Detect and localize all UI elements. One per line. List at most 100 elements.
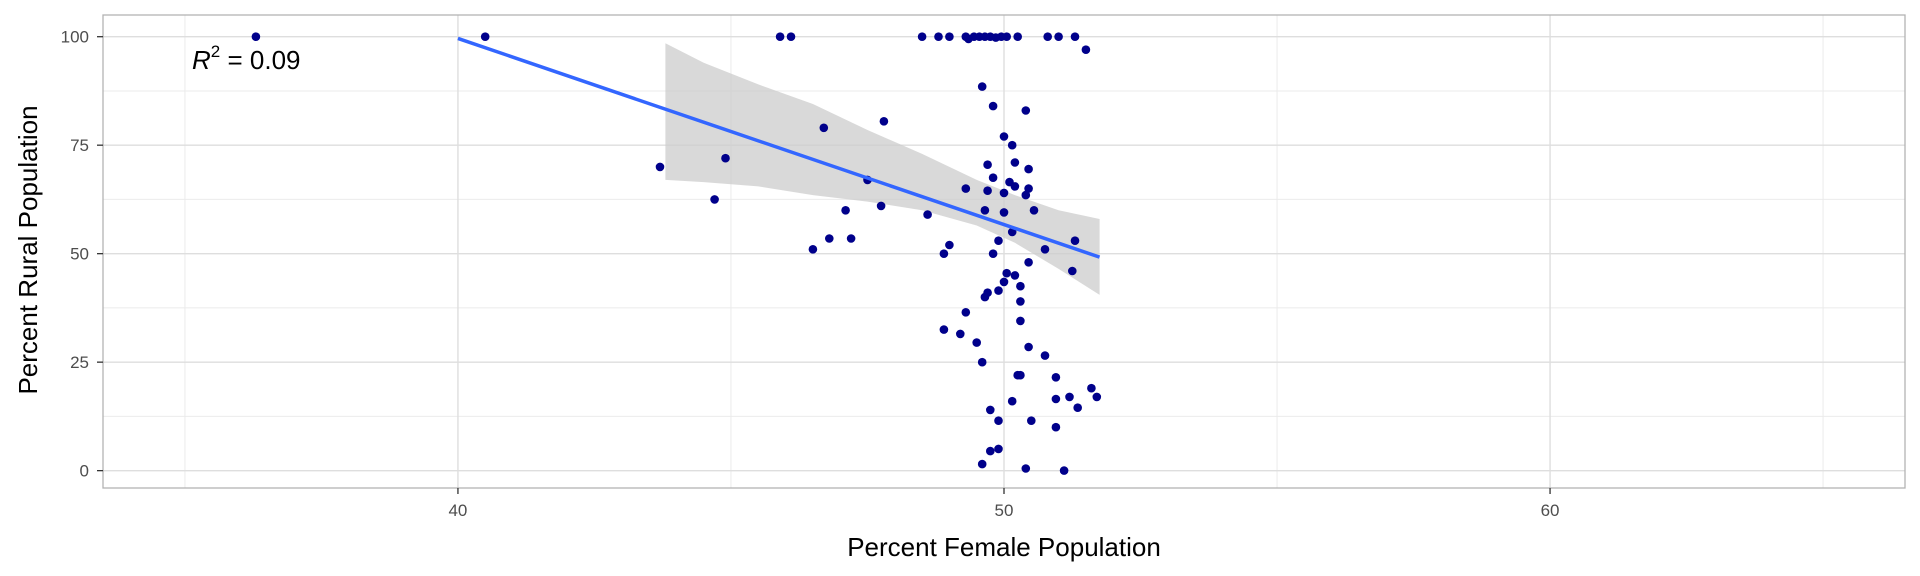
data-point <box>1054 32 1063 41</box>
r-squared-variable: R <box>192 45 211 75</box>
confidence-ribbon <box>665 43 1100 295</box>
r-squared-annotation: R2 = 0.09 <box>192 42 300 75</box>
x-axis-title: Percent Female Population <box>847 532 1161 562</box>
data-point <box>1010 182 1020 191</box>
data-point <box>775 32 785 41</box>
y-tick-label: 50 <box>70 245 89 264</box>
data-point <box>1021 190 1031 200</box>
data-point <box>983 160 992 169</box>
data-point <box>1073 403 1082 413</box>
data-point <box>841 206 850 215</box>
data-point <box>945 240 954 250</box>
data-point <box>945 32 954 41</box>
data-point <box>1024 342 1033 352</box>
data-point <box>1070 32 1080 41</box>
x-tick-label: 50 <box>995 501 1014 520</box>
data-point <box>980 292 990 302</box>
data-point <box>988 249 998 258</box>
data-point <box>934 32 943 41</box>
data-point <box>999 208 1009 217</box>
data-point <box>1002 32 1011 41</box>
data-point <box>972 338 981 347</box>
data-point <box>999 188 1009 198</box>
data-point <box>939 325 949 334</box>
data-point <box>721 153 730 163</box>
data-point <box>786 32 796 41</box>
data-point <box>999 132 1009 141</box>
data-point <box>961 184 971 193</box>
data-point <box>994 416 1003 426</box>
data-point <box>980 206 990 215</box>
data-point <box>988 101 998 111</box>
data-point <box>1068 266 1077 276</box>
data-point <box>825 234 834 243</box>
data-point <box>1016 281 1025 291</box>
data-point <box>879 117 889 126</box>
data-point <box>1027 416 1036 426</box>
data-point <box>251 32 261 41</box>
major-gridlines <box>103 15 1905 488</box>
data-point <box>939 249 949 258</box>
data-point <box>1007 396 1017 406</box>
data-point <box>819 123 829 133</box>
data-point <box>1021 106 1031 115</box>
data-point <box>1024 164 1033 174</box>
data-point <box>999 277 1009 287</box>
data-point <box>986 446 995 456</box>
data-point <box>846 234 856 243</box>
data-point <box>994 286 1003 295</box>
x-tick-label: 60 <box>1541 501 1560 520</box>
data-point <box>1070 236 1080 245</box>
data-point <box>1092 392 1102 402</box>
data-point <box>983 186 992 195</box>
data-point <box>1024 184 1033 193</box>
data-point <box>1051 373 1061 382</box>
y-tick-label: 75 <box>70 136 89 155</box>
data-point <box>1024 258 1033 267</box>
regression-line <box>457 36 1101 259</box>
data-point <box>1002 268 1011 278</box>
data-point <box>977 82 987 91</box>
data-point <box>994 236 1003 245</box>
data-point <box>977 357 987 367</box>
y-axis-ticks: 0 25 50 75 100 <box>61 28 103 481</box>
data-point <box>1087 383 1096 393</box>
points-layer <box>251 32 1102 475</box>
x-tick-label: 40 <box>448 501 467 520</box>
data-point <box>1081 45 1091 54</box>
x-axis-ticks: 40 50 60 <box>448 488 1560 520</box>
data-point <box>1016 370 1025 380</box>
y-tick-label: 0 <box>80 462 89 481</box>
data-point <box>923 210 932 219</box>
data-point <box>480 32 490 41</box>
data-point <box>1059 466 1069 475</box>
data-point <box>1016 316 1025 326</box>
y-axis-title: Percent Rural Population <box>13 105 43 394</box>
data-point <box>1010 158 1020 167</box>
data-point <box>1013 32 1022 41</box>
data-point <box>1043 32 1052 41</box>
r-squared-superscript: 2 <box>211 42 220 61</box>
data-point <box>1051 422 1061 432</box>
data-point <box>808 245 818 254</box>
data-point <box>917 32 927 41</box>
fit-line-layer <box>457 36 1101 259</box>
data-point <box>1040 351 1050 360</box>
data-point <box>956 329 965 339</box>
data-point <box>1029 206 1039 215</box>
data-point <box>655 162 665 172</box>
data-point <box>977 459 987 469</box>
data-point <box>710 195 719 204</box>
data-point <box>994 444 1003 454</box>
confidence-ribbon-layer <box>665 43 1100 295</box>
data-point <box>986 405 995 415</box>
r-squared-value: = 0.09 <box>220 45 300 75</box>
data-point <box>1065 392 1074 402</box>
data-point <box>988 173 998 182</box>
data-point <box>1016 297 1025 306</box>
data-point <box>1051 394 1061 404</box>
data-point <box>961 308 971 317</box>
data-point <box>1010 271 1020 280</box>
